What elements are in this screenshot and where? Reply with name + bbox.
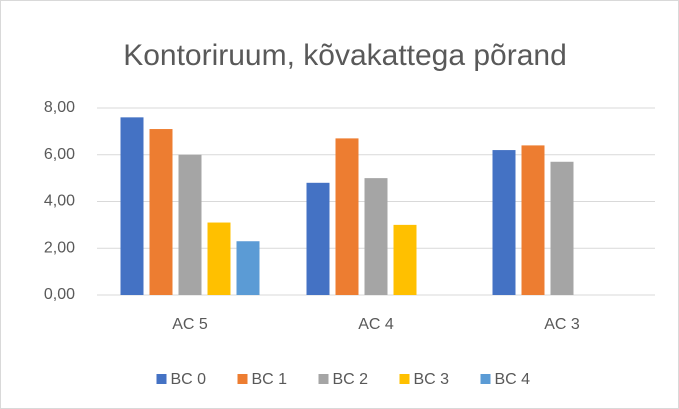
x-tick-label: AC 3	[544, 316, 580, 333]
bar	[207, 222, 231, 295]
legend-swatch	[480, 374, 491, 384]
bar	[178, 154, 202, 295]
y-tick-label: 6,00	[44, 146, 75, 163]
bar	[120, 117, 144, 295]
bar	[550, 161, 574, 295]
bar	[492, 150, 516, 295]
x-tick-label: AC 5	[172, 316, 208, 333]
legend-swatch	[399, 374, 410, 384]
legend-swatch	[156, 374, 167, 384]
bar	[335, 138, 359, 295]
bar	[306, 182, 330, 295]
bar	[393, 224, 417, 295]
legend-swatch	[237, 374, 248, 384]
legend-label: BC 1	[252, 371, 288, 388]
legend-label: BC 3	[414, 371, 450, 388]
y-tick-label: 4,00	[44, 193, 75, 210]
x-tick-label: AC 4	[358, 316, 394, 333]
bar	[521, 145, 545, 295]
chart-title: Kontoriruum, kõvakattega põrand	[123, 39, 567, 72]
legend-swatch	[318, 374, 329, 384]
y-tick-label: 2,00	[44, 239, 75, 256]
bar	[149, 129, 173, 295]
legend-label: BC 4	[495, 371, 531, 388]
y-tick-label: 0,00	[44, 286, 75, 303]
bar	[236, 241, 260, 295]
legend-label: BC 2	[333, 371, 369, 388]
y-tick-label: 8,00	[44, 99, 75, 116]
bar	[364, 178, 388, 295]
legend-label: BC 0	[171, 371, 207, 388]
